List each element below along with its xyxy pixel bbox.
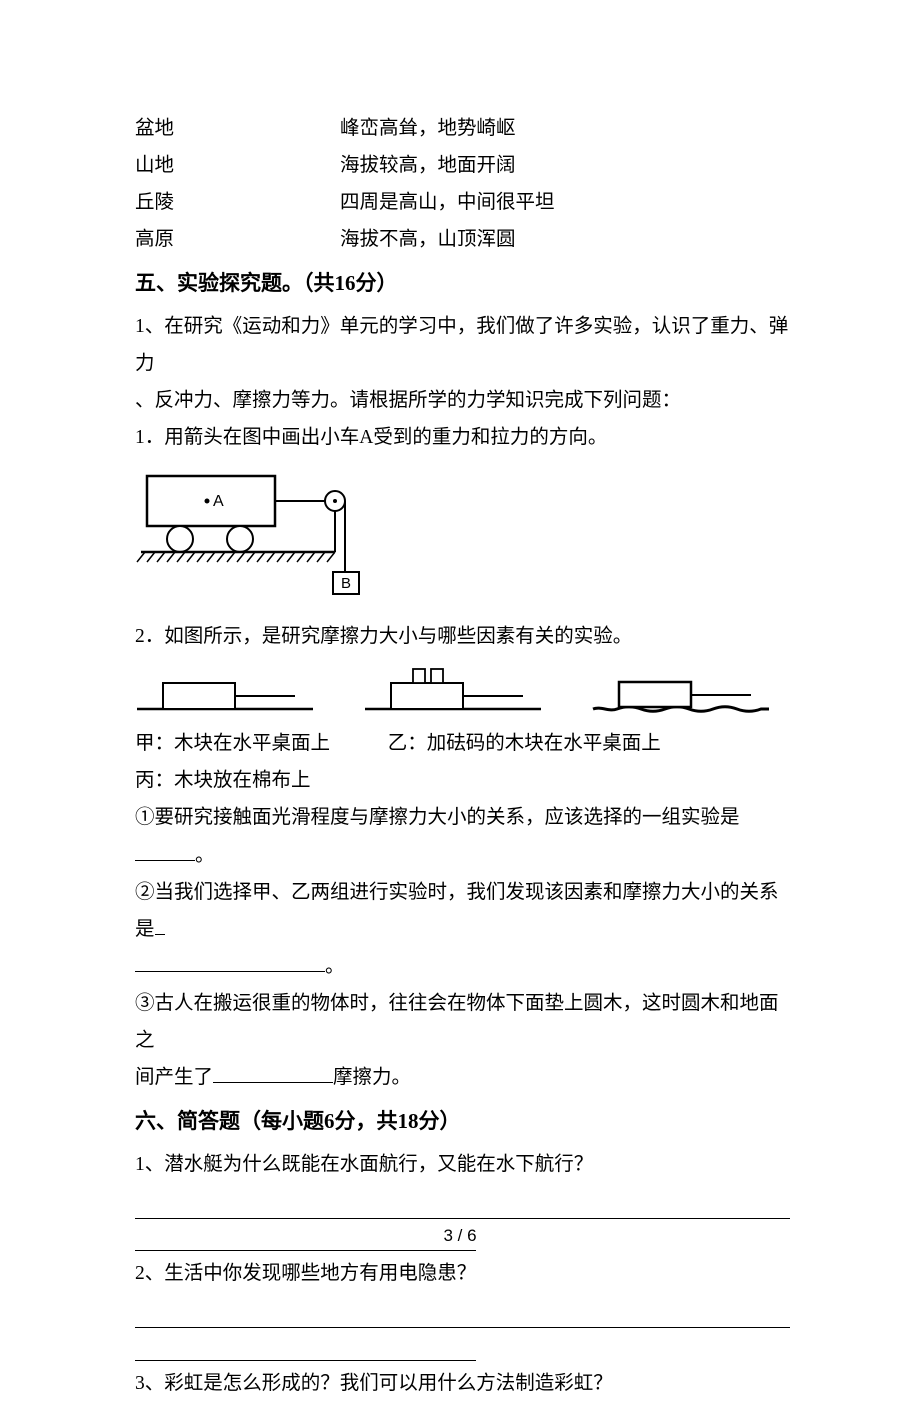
s5-item3-line2: 间产生了 摩擦力。 — [135, 1059, 790, 1096]
blank[interactable] — [135, 952, 325, 972]
cap-yi: 乙：加砝码的木块在水平桌面上 — [388, 733, 661, 754]
matching-list: 盆地 峰峦高耸，地势崎岖 山地 海拔较高，地面开阔 丘陵 四周是高山，中间很平坦… — [135, 110, 790, 258]
s5-item2-text: ②当我们选择甲、乙两组进行实验时，我们发现该因素和摩擦力大小的关系是 — [135, 882, 779, 940]
friction-bing — [591, 669, 771, 717]
matching-left: 山地 — [135, 147, 340, 184]
s6-q1: 1、潜水艇为什么既能在水面航行，又能在水下航行？ — [135, 1146, 790, 1183]
s5-item1-end: 。 — [195, 845, 215, 866]
section5-heading: 五、实验探究题。（共16分） — [135, 264, 790, 304]
cap-jia: 甲：木块在水平桌面上 — [135, 733, 330, 754]
matching-right: 峰峦高耸，地势崎岖 — [340, 110, 516, 147]
caption-line1: 甲：木块在水平桌面上 乙：加砝码的木块在水平桌面上 — [135, 725, 790, 762]
answer-line[interactable] — [135, 1296, 790, 1328]
s5-item3-line1: ③古人在搬运很重的物体时，往往会在物体下面垫上圆木，这时圆木和地面之 — [135, 985, 790, 1059]
blank[interactable] — [135, 841, 195, 861]
label-a: A — [213, 493, 224, 510]
s6-q2: 2、生活中你发现哪些地方有用电隐患？ — [135, 1255, 790, 1292]
s5-q1-intro2: 、反冲力、摩擦力等力。请根据所学的力学知识完成下列问题： — [135, 382, 790, 419]
blank[interactable] — [155, 915, 165, 935]
label-b: B — [341, 575, 351, 592]
friction-jia — [135, 669, 315, 717]
s6-q3: 3、彩虹是怎么形成的？我们可以用什么方法制造彩虹？ — [135, 1365, 790, 1402]
s5-item1: ①要研究接触面光滑程度与摩擦力大小的关系，应该选择的一组实验是。 — [135, 799, 790, 873]
matching-row: 高原 海拔不高，山顶浑圆 — [135, 221, 790, 258]
s5-item2-end: 。 — [325, 956, 345, 977]
answer-line[interactable] — [135, 1187, 790, 1219]
page: 盆地 峰峦高耸，地势崎岖 山地 海拔较高，地面开阔 丘陵 四周是高山，中间很平坦… — [0, 0, 920, 1302]
section6-heading: 六、简答题（每小题6分，共18分） — [135, 1102, 790, 1142]
matching-row: 盆地 峰峦高耸，地势崎岖 — [135, 110, 790, 147]
matching-right: 海拔不高，山顶浑圆 — [340, 221, 516, 258]
cap-bing: 丙：木块放在棉布上 — [135, 762, 790, 799]
s5-item2-line1: ②当我们选择甲、乙两组进行实验时，我们发现该因素和摩擦力大小的关系是 — [135, 874, 790, 948]
s5-item3-pre: 间产生了 — [135, 1067, 213, 1088]
figure-cart: A — [135, 464, 790, 612]
figure-friction — [135, 665, 790, 717]
s5-sub1: 1．用箭头在图中画出小车A受到的重力和拉力的方向。 — [135, 419, 790, 456]
cart-svg: A — [135, 464, 385, 599]
s5-q1-intro1: 1、在研究《运动和力》单元的学习中，我们做了许多实验，认识了重力、弹力 — [135, 308, 790, 382]
friction-yi — [363, 665, 543, 717]
blank[interactable] — [213, 1063, 333, 1083]
answer-line[interactable] — [135, 1328, 476, 1360]
matching-left: 丘陵 — [135, 184, 340, 221]
s5-item3-post: 摩擦力。 — [333, 1067, 411, 1088]
matching-left: 高原 — [135, 221, 340, 258]
matching-left: 盆地 — [135, 110, 340, 147]
s5-item1-text: ①要研究接触面光滑程度与摩擦力大小的关系，应该选择的一组实验是 — [135, 807, 740, 828]
matching-right: 四周是高山，中间很平坦 — [340, 184, 555, 221]
s5-sub2: 2．如图所示，是研究摩擦力大小与哪些因素有关的实验。 — [135, 618, 790, 655]
matching-row: 山地 海拔较高，地面开阔 — [135, 147, 790, 184]
matching-right: 海拔较高，地面开阔 — [340, 147, 516, 184]
s5-item2-line2: 。 — [135, 948, 790, 985]
page-number: 3 / 6 — [0, 1220, 920, 1252]
matching-row: 丘陵 四周是高山，中间很平坦 — [135, 184, 790, 221]
